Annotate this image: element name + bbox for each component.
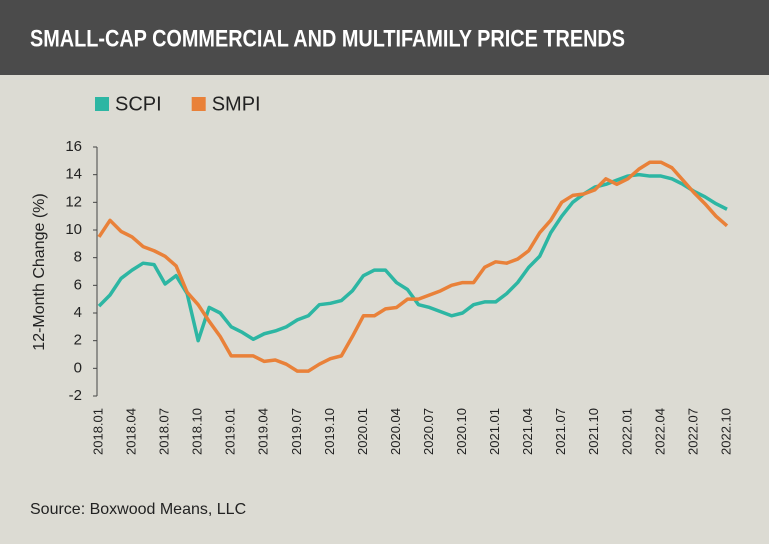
x-tick-label: 2022.04 xyxy=(652,408,667,455)
title-banner xyxy=(0,0,769,75)
y-tick-label: 14 xyxy=(65,166,82,183)
series-line xyxy=(97,160,729,373)
x-tick-label: 2018.01 xyxy=(90,408,105,455)
chart-title: SMALL-CAP COMMERCIAL AND MULTIFAMILY PRI… xyxy=(30,25,625,52)
source: Source: Boxwood Means, LLC xyxy=(30,501,246,518)
y-axis-label: 12-Month Change (%) xyxy=(31,193,48,350)
x-tick-label: 2021.04 xyxy=(520,408,535,455)
legend-swatch xyxy=(191,97,206,111)
x-tick-label: 2019.10 xyxy=(322,408,337,455)
x-tick-label: 2019.04 xyxy=(256,408,271,455)
x-tick-label: 2020.01 xyxy=(355,408,370,455)
y-tick-label: -2 xyxy=(69,387,82,404)
x-tick-label: 2018.10 xyxy=(190,408,205,455)
series-line xyxy=(97,172,728,343)
y-tick-label: 10 xyxy=(65,221,82,238)
y-tick-label: 12 xyxy=(65,193,82,210)
y-tick-label: 8 xyxy=(74,249,82,266)
x-tick-label: 2020.10 xyxy=(454,408,469,455)
y-tick-label: 16 xyxy=(65,138,82,155)
x-tick-label: 2020.04 xyxy=(388,408,403,455)
x-tick-label: 2022.01 xyxy=(619,408,634,455)
x-tick-label: 2019.01 xyxy=(223,408,238,455)
y-tick-label: 0 xyxy=(74,359,82,376)
y-tick-label: 2 xyxy=(74,332,82,349)
legend-label: SMPI xyxy=(212,93,261,115)
x-tick-label: 2022.10 xyxy=(718,408,733,455)
x-tick-label: 2021.01 xyxy=(487,408,502,455)
x-tick-label: 2021.07 xyxy=(553,408,568,455)
y-tick-label: 4 xyxy=(74,304,82,321)
x-tick-label: 2021.10 xyxy=(586,408,601,455)
y-tick-label: 6 xyxy=(74,276,82,293)
legend-swatch xyxy=(95,97,109,111)
x-tick-label: 2018.04 xyxy=(123,408,138,455)
x-tick-label: 2022.07 xyxy=(685,408,700,455)
x-tick-label: 2019.07 xyxy=(289,408,304,455)
x-tick-label: 2018.07 xyxy=(157,408,172,455)
x-tick-label: 2020.07 xyxy=(421,408,436,455)
legend-label: SCPI xyxy=(115,93,162,115)
